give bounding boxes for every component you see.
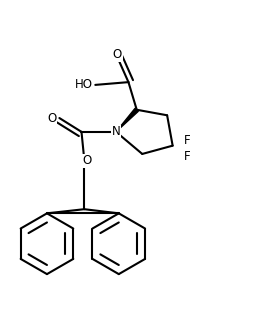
- Text: O: O: [47, 112, 57, 124]
- Text: O: O: [113, 48, 122, 61]
- Polygon shape: [116, 108, 138, 132]
- Text: HO: HO: [74, 79, 93, 91]
- Text: F: F: [184, 134, 190, 147]
- Text: O: O: [82, 154, 92, 167]
- Text: F: F: [184, 150, 190, 163]
- Text: N: N: [112, 125, 121, 138]
